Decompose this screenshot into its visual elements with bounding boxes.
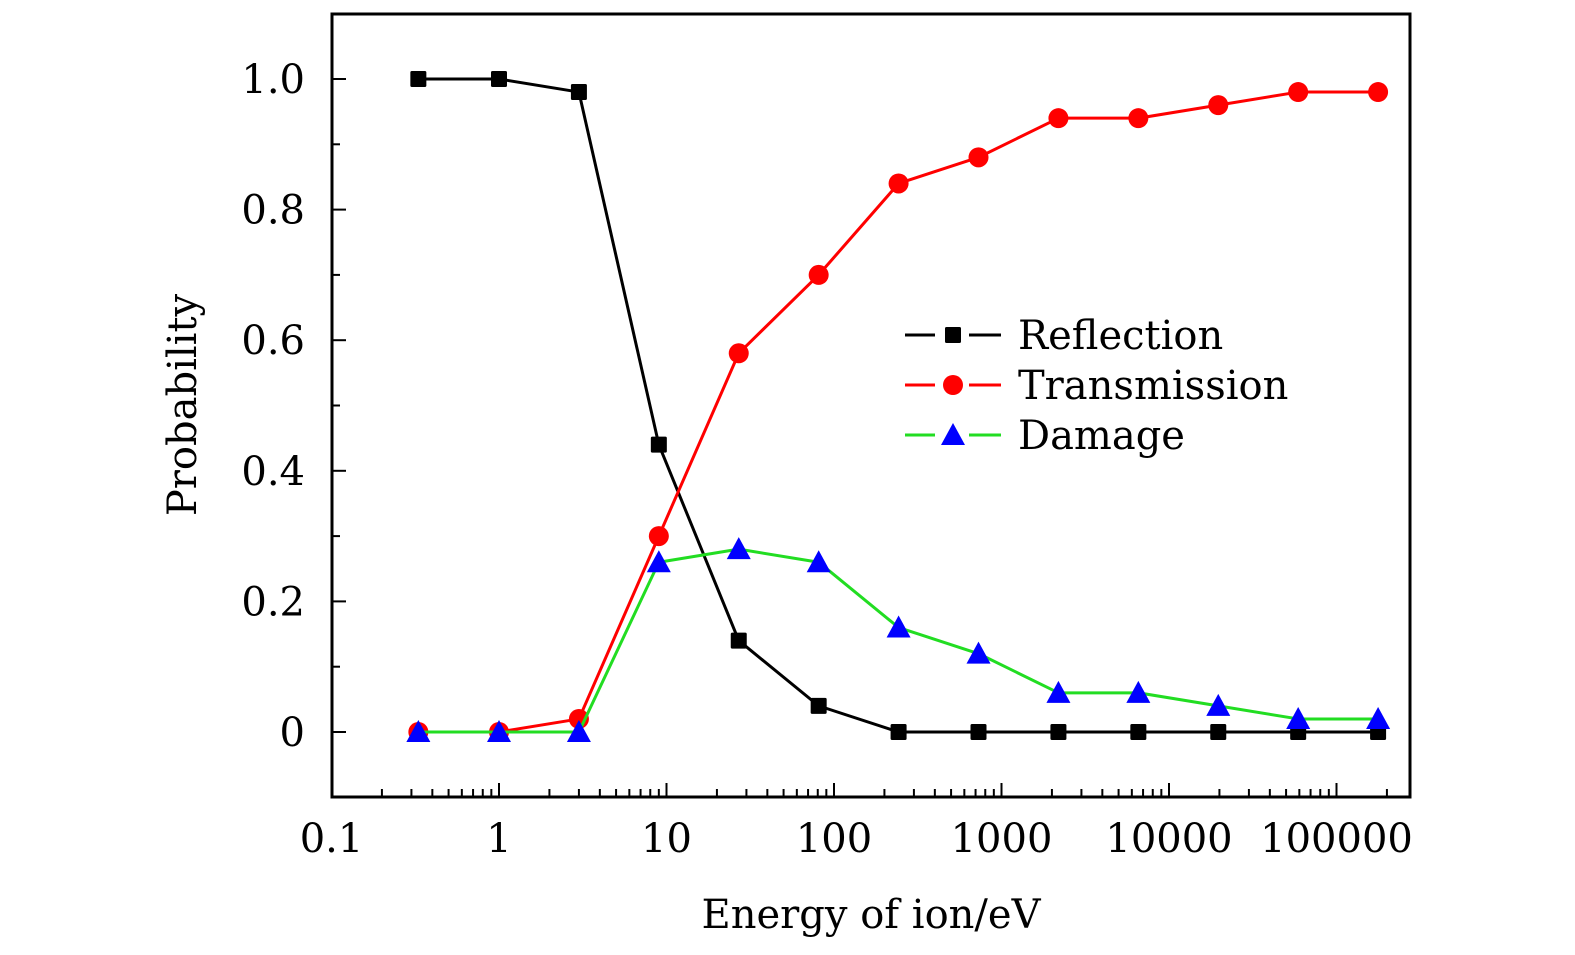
y-tick-label: 0: [280, 710, 305, 756]
series-damage: [406, 537, 1391, 742]
damage-point: [806, 550, 831, 573]
reflection-point: [730, 632, 747, 649]
transmission-point: [1128, 108, 1149, 129]
x-axis-title: Energy of ion/eV: [702, 892, 1042, 938]
damage-point: [1126, 680, 1151, 703]
damage-line: [418, 547, 1379, 734]
damage-point: [646, 550, 671, 573]
y-axis-ticks: 0 0.2 0.4 0.6 0.8 1.0: [241, 57, 346, 756]
transmission-point: [968, 147, 989, 168]
x-tick-label: 100000: [1260, 816, 1413, 862]
legend-label: Damage: [1018, 413, 1185, 459]
damage-point: [487, 720, 511, 742]
reflection-point: [650, 436, 667, 453]
damage-point: [1286, 706, 1311, 729]
reflection-point: [410, 71, 427, 87]
transmission-point: [648, 526, 669, 547]
x-tick-label: 0.1: [300, 816, 364, 862]
y-tick-label: 1.0: [241, 57, 305, 103]
legend-label: Reflection: [1018, 313, 1223, 359]
damage-point: [886, 615, 911, 638]
legend-item-damage: Damage: [905, 413, 1185, 459]
damage-point: [406, 720, 431, 742]
x-tick-label: 1000: [951, 816, 1053, 862]
transmission-point: [728, 343, 749, 364]
damage-point: [726, 537, 751, 560]
x-tick-label: 10000: [1105, 816, 1232, 862]
transmission-point: [808, 264, 829, 285]
x-tick-label: 1: [486, 816, 511, 862]
x-tick-label: 100: [796, 816, 872, 862]
legend-marker-square-icon: [945, 327, 961, 343]
y-tick-label: 0.4: [241, 449, 305, 495]
legend-marker-triangle-icon: [941, 423, 965, 445]
reflection-point: [890, 724, 907, 740]
y-tick-label: 0.6: [241, 318, 305, 364]
damage-point: [1046, 680, 1071, 703]
damage-point: [1206, 693, 1231, 716]
reflection-point: [810, 697, 827, 714]
transmission-point: [888, 173, 909, 194]
reflection-point: [1050, 724, 1067, 740]
damage-point: [966, 641, 991, 664]
legend-item-reflection: Reflection: [905, 313, 1223, 359]
reflection-point: [970, 724, 987, 740]
legend-item-transmission: Transmission: [905, 363, 1288, 409]
legend-marker-circle-icon: [943, 375, 963, 395]
reflection-point: [570, 84, 587, 101]
y-tick-label: 0.2: [241, 579, 305, 625]
series-layer: [406, 71, 1391, 742]
transmission-point: [1288, 82, 1309, 103]
x-tick-label: 10: [641, 816, 692, 862]
transmission-point: [1368, 82, 1389, 103]
legend-label: Transmission: [1018, 363, 1288, 409]
transmission-point: [1048, 108, 1069, 129]
reflection-point: [1130, 724, 1147, 740]
reflection-point: [491, 71, 507, 87]
damage-point: [1366, 706, 1391, 729]
y-tick-label: 0.8: [241, 188, 305, 234]
y-axis-title: Probability: [160, 293, 206, 516]
series-transmission: [408, 82, 1389, 742]
x-axis-ticks: 0.1 1 10 100 1000 10000 100000: [300, 783, 1413, 862]
damage-point: [566, 720, 591, 742]
transmission-point: [1208, 95, 1229, 116]
reflection-point: [1210, 724, 1227, 740]
